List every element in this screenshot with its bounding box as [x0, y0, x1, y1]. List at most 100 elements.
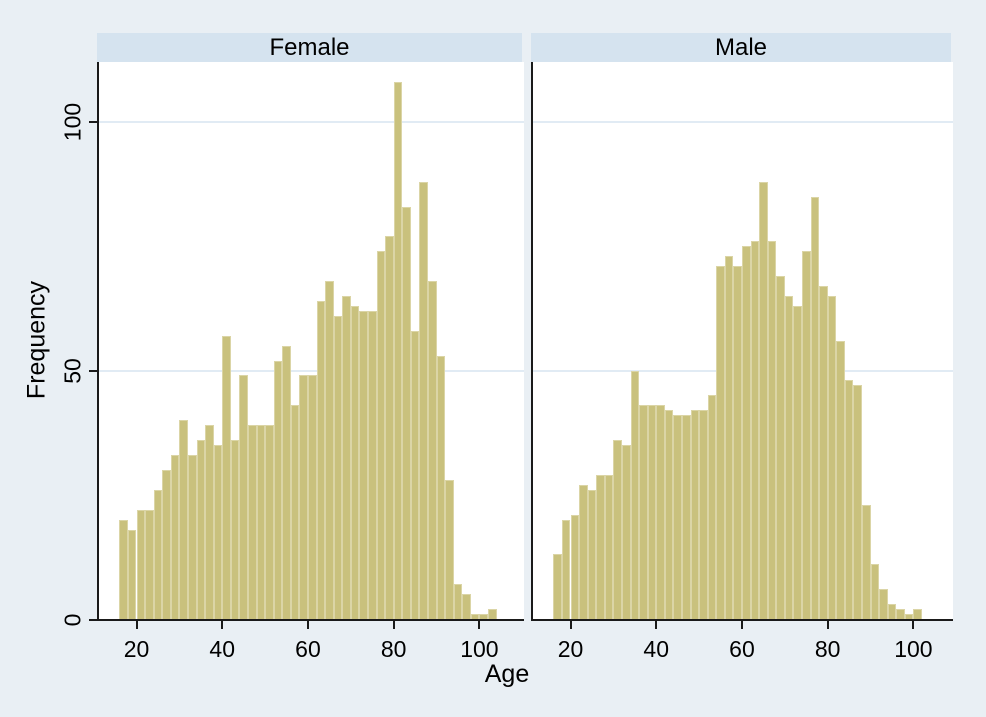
histogram-bar-male-age26 — [596, 474, 605, 619]
x-tick-100 — [912, 621, 915, 629]
panel-title-female: Female — [269, 33, 350, 61]
histogram-bar-male-age22 — [579, 484, 588, 619]
histogram-bar-female-age88 — [427, 281, 437, 619]
x-axis-title: Age — [484, 660, 530, 688]
histogram-bar-male-age64 — [759, 181, 768, 619]
y-tick-label-100: 100 — [59, 102, 86, 142]
histogram-bar-male-age84 — [844, 380, 854, 619]
x-tick-80 — [392, 621, 395, 629]
histogram-bar-female-age26 — [162, 469, 171, 619]
x-tick-20 — [135, 621, 138, 629]
histogram-bar-male-age44 — [673, 415, 682, 619]
histogram-bar-male-age76 — [810, 196, 820, 619]
gridline-y-50 — [99, 369, 524, 372]
histogram-bar-male-age88 — [861, 504, 871, 619]
histogram-bar-female-age32 — [187, 455, 197, 619]
histogram-bar-female-age56 — [290, 405, 300, 619]
histogram-bar-female-age24 — [153, 489, 163, 619]
histogram-bar-male-age92 — [879, 589, 888, 619]
histogram-bar-female-age100 — [479, 614, 488, 619]
histogram-bar-male-age34 — [630, 370, 640, 619]
histogram-bar-male-age62 — [750, 241, 760, 619]
y-tick-label-0: 0 — [59, 613, 86, 627]
histogram-bar-male-age40 — [656, 405, 665, 619]
histogram-bar-female-age62 — [316, 300, 326, 619]
histogram-bar-male-age82 — [836, 340, 845, 619]
histogram-bar-female-age84 — [410, 330, 420, 619]
histogram-bar-male-age18 — [561, 519, 571, 619]
x-tick-60 — [740, 621, 743, 629]
histogram-bar-female-age54 — [282, 345, 291, 619]
histogram-bar-male-age50 — [699, 410, 708, 619]
panel-header-male: Male — [531, 33, 951, 62]
histogram-bar-male-age38 — [647, 405, 657, 619]
histogram-bar-female-age68 — [342, 295, 351, 619]
histogram-bar-male-age90 — [870, 564, 880, 619]
histogram-bar-female-age44 — [239, 375, 248, 619]
x-tick-60 — [306, 621, 309, 629]
histogram-bar-female-age36 — [205, 425, 214, 619]
panel-header-female: Female — [97, 33, 522, 62]
histogram-bar-female-age90 — [436, 355, 446, 619]
y-tick-label-50: 50 — [59, 357, 86, 384]
histogram-bar-female-age96 — [462, 594, 471, 619]
x-tick-label-100: 100 — [460, 636, 499, 662]
histogram-bar-male-age30 — [613, 440, 622, 619]
histogram-bar-male-age78 — [819, 286, 828, 619]
histogram-bar-male-age56 — [724, 256, 734, 619]
x-tick-40 — [221, 621, 224, 629]
histogram-bar-male-age68 — [776, 276, 785, 619]
histogram-bar-male-age36 — [639, 405, 648, 619]
histogram-bar-male-age80 — [827, 295, 837, 619]
y-tick-50 — [89, 369, 97, 372]
histogram-bar-male-age96 — [896, 609, 905, 619]
x-tick-80 — [826, 621, 829, 629]
histogram-bar-female-age18 — [127, 529, 137, 619]
histogram-bar-female-age98 — [470, 614, 480, 619]
histogram-bar-male-age48 — [690, 410, 700, 619]
histogram-bar-male-age66 — [767, 241, 777, 619]
y-tick-0 — [89, 619, 97, 621]
histogram-bar-male-age94 — [887, 604, 897, 619]
histogram-bar-female-age58 — [299, 375, 308, 619]
histogram-bar-female-age30 — [179, 420, 188, 619]
histogram-bar-male-age28 — [604, 474, 614, 619]
x-tick-40 — [655, 621, 658, 629]
histogram-bar-female-age72 — [359, 310, 368, 619]
plot-area-female: 20 40 60 80 100 0 50 100 — [60, 62, 524, 662]
histogram-bar-female-age82 — [402, 206, 411, 619]
histogram-bar-male-age16 — [553, 554, 562, 619]
histogram-bar-male-age52 — [707, 395, 717, 619]
histogram-bar-female-age16 — [119, 519, 128, 619]
histogram-bar-male-age98 — [904, 614, 914, 619]
histogram-bar-male-age70 — [784, 295, 794, 619]
histogram-bar-male-age60 — [741, 246, 751, 619]
histogram-bar-male-age58 — [733, 266, 742, 619]
gridline-y-100 — [533, 121, 953, 123]
histogram-bar-female-age20 — [136, 509, 146, 619]
histogram-bar-female-age76 — [376, 251, 386, 619]
x-tick-label-20: 20 — [123, 636, 150, 662]
histogram-bar-male-age20 — [570, 514, 580, 619]
x-tick-20 — [569, 621, 572, 629]
histogram-bar-female-age80 — [393, 82, 403, 619]
histogram-bar-male-age72 — [793, 305, 802, 619]
histogram-bar-female-age48 — [256, 425, 266, 619]
x-tick-label-40: 40 — [209, 636, 236, 662]
histogram-bar-female-age102 — [487, 609, 497, 619]
histogram-bar-female-age78 — [385, 236, 394, 619]
plot-area-male: 20 40 60 80 100 — [531, 62, 953, 662]
histogram-bar-female-age94 — [453, 584, 463, 619]
x-tick-label-20: 20 — [557, 636, 584, 662]
histogram-bar-female-age38 — [213, 445, 223, 619]
x-tick-label-80: 80 — [380, 636, 407, 662]
histogram-bar-female-age40 — [222, 335, 231, 619]
histogram-bar-male-age54 — [716, 266, 725, 619]
histogram-bar-female-age52 — [273, 360, 283, 619]
histogram-bar-female-age86 — [419, 181, 428, 619]
y-axis-title: Frequency — [22, 280, 51, 400]
histogram-bar-female-age92 — [445, 479, 454, 619]
histogram-bar-female-age74 — [367, 310, 377, 619]
panel-title-male: Male — [714, 33, 768, 61]
